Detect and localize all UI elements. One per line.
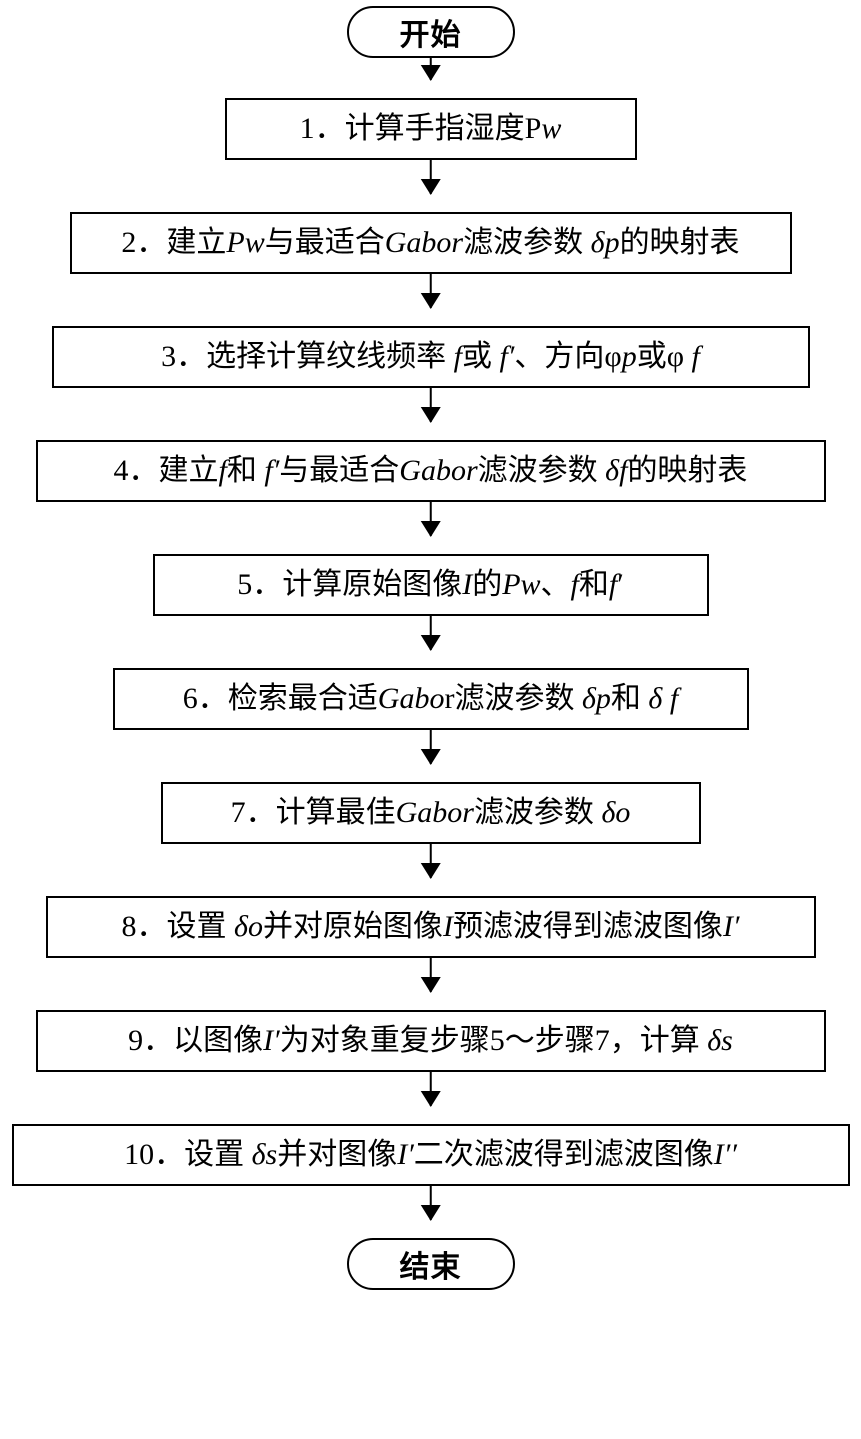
node-label: 6．检索最合适Gabor滤波参数 δp和 δ f <box>115 682 747 717</box>
node-label: 8．设置 δo并对原始图像I预滤波得到滤波图像I′ <box>48 910 814 945</box>
arrow-s1-to-s2 <box>429 160 432 194</box>
arrow-s2-to-s3 <box>429 274 432 308</box>
terminator-start: 开始 <box>347 6 515 58</box>
node-label: 3．选择计算纹线频率 f或 f′、方向φp或φ f <box>54 340 808 375</box>
arrow-s9-to-s10 <box>429 1072 432 1106</box>
arrow-s5-to-s6 <box>429 616 432 650</box>
node-label: 4．建立f和 f′与最适合Gabor滤波参数 δf的映射表 <box>38 454 824 489</box>
arrow-s6-to-s7 <box>429 730 432 764</box>
arrow-s8-to-s9 <box>429 958 432 992</box>
arrow-s3-to-s4 <box>429 388 432 422</box>
step-s1: 1．计算手指湿度Pw <box>225 98 637 160</box>
arrow-start-to-s1 <box>429 58 432 80</box>
arrow-s7-to-s8 <box>429 844 432 878</box>
node-label: 开始 <box>400 10 462 54</box>
flowchart-canvas: 开始 1．计算手指湿度Pw 2．建立Pw与最适合Gabor滤波参数 δp的映射表 3．… <box>0 0 861 1439</box>
node-label: 2．建立Pw与最适合Gabor滤波参数 δp的映射表 <box>72 226 790 261</box>
node-label: 7．计算最佳Gabor滤波参数 δo <box>163 796 699 831</box>
arrow-s4-to-s5 <box>429 502 432 536</box>
step-s3: 3．选择计算纹线频率 f或 f′、方向φp或φ f <box>52 326 810 388</box>
node-label: 9．以图像I′为对象重复步骤5～步骤7，计算 δs <box>38 1024 824 1059</box>
node-label: 10．设置 δs并对图像I′二次滤波得到滤波图像I′′ <box>14 1138 848 1173</box>
arrow-s10-to-end <box>429 1186 432 1220</box>
step-s7: 7．计算最佳Gabor滤波参数 δo <box>161 782 701 844</box>
node-label: 1．计算手指湿度Pw <box>227 112 635 147</box>
step-s2: 2．建立Pw与最适合Gabor滤波参数 δp的映射表 <box>70 212 792 274</box>
node-label: 结束 <box>400 1242 462 1286</box>
step-s5: 5．计算原始图像I的Pw、f和f′ <box>153 554 709 616</box>
step-s10: 10．设置 δs并对图像I′二次滤波得到滤波图像I′′ <box>12 1124 850 1186</box>
terminator-end: 结束 <box>347 1238 515 1290</box>
step-s6: 6．检索最合适Gabor滤波参数 δp和 δ f <box>113 668 749 730</box>
step-s9: 9．以图像I′为对象重复步骤5～步骤7，计算 δs <box>36 1010 826 1072</box>
step-s4: 4．建立f和 f′与最适合Gabor滤波参数 δf的映射表 <box>36 440 826 502</box>
node-label: 5．计算原始图像I的Pw、f和f′ <box>155 568 707 603</box>
step-s8: 8．设置 δo并对原始图像I预滤波得到滤波图像I′ <box>46 896 816 958</box>
